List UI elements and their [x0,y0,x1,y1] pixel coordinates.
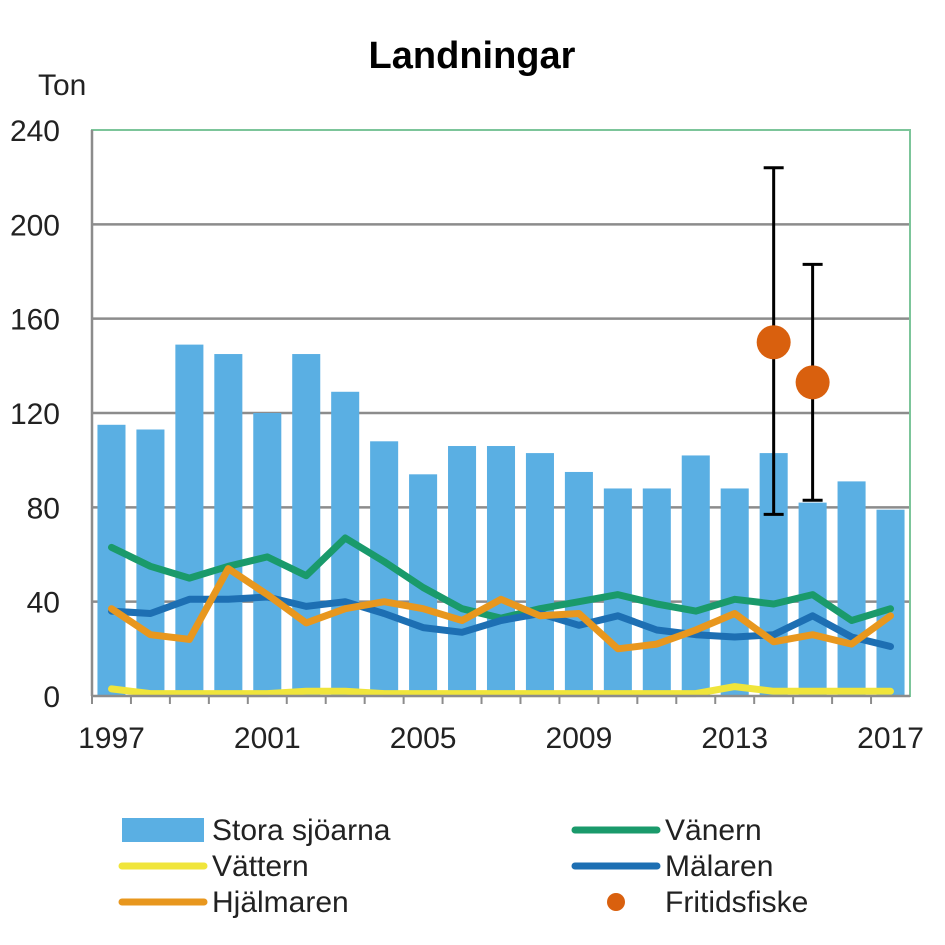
x-tick-label-2013: 2013 [701,722,768,755]
legend-label-m-laren: Mälaren [665,850,773,883]
x-tick-label-1997: 1997 [78,722,145,755]
bar-2000 [214,354,243,696]
legend-swatch-stora-sj-arna [122,818,204,842]
y-tick-label-240: 240 [10,115,60,148]
legend: Stora sjöarna Vänern Vättern Mälaren Hjälmar… [118,814,808,919]
line-series-group [108,534,894,698]
legend-label-fritidsfiske: Fritidsfiske [665,886,808,919]
y-tick-label-40: 40 [27,587,60,620]
bar-2006 [448,446,477,696]
bar-2002 [292,354,321,696]
line-v-ttern [108,683,894,698]
bar-2013 [720,488,749,696]
legend-label-hj-lmaren: Hjälmaren [212,886,349,919]
x-tick-label-2005: 2005 [390,722,457,755]
legend-item-v-nern: Vänern [571,814,762,847]
x-tick-label-2009: 2009 [546,722,613,755]
axes [90,130,910,704]
bar-2007 [486,446,516,696]
bar-2016 [837,481,866,696]
bar-2017 [876,509,905,696]
legend-label-v-nern: Vänern [665,814,762,847]
y-tick-label-120: 120 [10,398,60,431]
bar-2009 [564,471,593,696]
legend-item-hj-lmaren: Hjälmaren [118,886,349,919]
bar-2012 [681,455,710,696]
legend-item-v-ttern: Vättern [118,850,309,883]
legend-swatch-fritidsfiske [607,893,625,911]
bar-2008 [525,453,554,696]
bar-1999 [175,344,204,696]
bar-2011 [642,488,671,696]
bar-1997 [97,424,126,696]
bar-series [97,344,905,696]
legend-item-stora-sj-arna: Stora sjöarna [122,814,391,847]
y-tick-labels: 0 40 80 120 160 200 240 [10,115,60,714]
point-series-group [756,166,830,516]
y-axis-unit: Ton [38,69,86,102]
chart-title: Landningar [369,35,576,77]
legend-item-fritidsfiske: Fritidsfiske [607,886,808,919]
point-fritidsfiske-2014 [756,325,791,360]
point-fritidsfiske-2015 [795,365,830,400]
legend-label-stora-sj-arna: Stora sjöarna [212,814,391,847]
x-tick-label-2017: 2017 [857,722,924,755]
y-tick-label-160: 160 [10,304,60,337]
x-tick-label-2001: 2001 [234,722,301,755]
y-tick-label-80: 80 [27,492,60,525]
line-hj-lmaren [108,565,894,653]
legend-label-v-ttern: Vättern [212,850,309,883]
y-tick-label-200: 200 [10,209,60,242]
legend-item-m-laren: Mälaren [571,850,773,883]
y-tick-label-0: 0 [43,681,60,714]
x-tick-labels: 1997 2001 2005 2009 2013 2017 [78,722,924,755]
